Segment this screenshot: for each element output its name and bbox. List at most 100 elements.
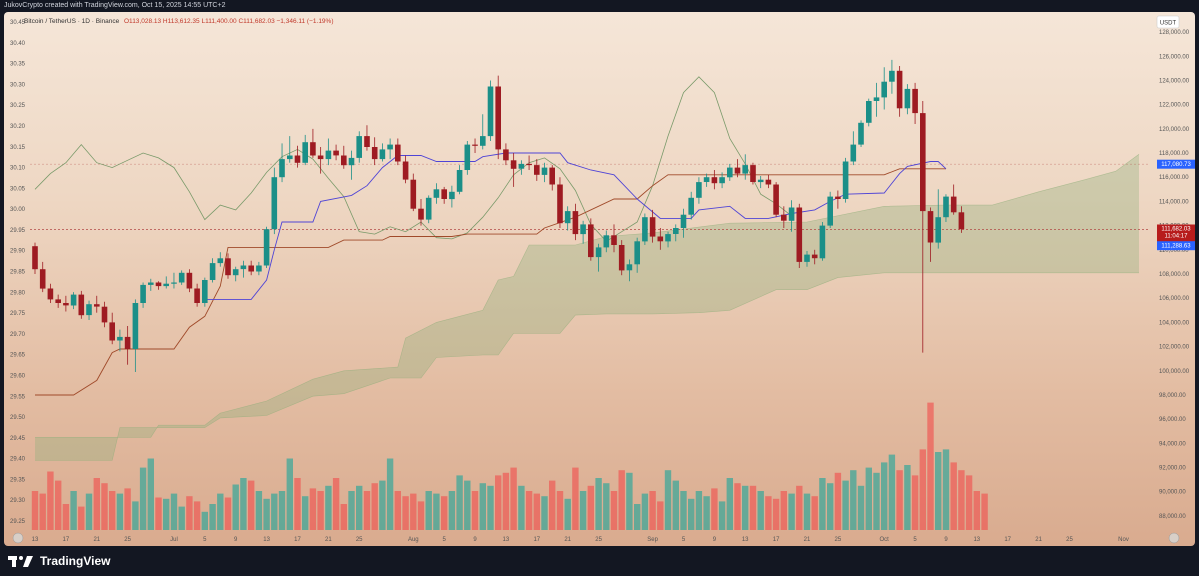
right-axis-tick: 124,000.00	[1159, 79, 1190, 85]
candle-body	[580, 224, 586, 235]
candle	[711, 170, 718, 190]
volume-bar	[603, 483, 610, 530]
candle-body	[896, 70, 903, 109]
candle-body	[178, 272, 185, 283]
volume-bar	[749, 485, 757, 530]
volume-bar	[394, 491, 401, 530]
chart-frame[interactable]: Bitcoin / TetherUS · 1D · Binance O113,0…	[4, 12, 1195, 546]
candle	[665, 231, 671, 248]
auto-scale-icon[interactable]	[1168, 532, 1180, 544]
candle	[881, 67, 887, 110]
candle-body	[148, 282, 154, 285]
volume-bar	[904, 465, 911, 530]
right-axis-tick: 102,000.00	[1159, 345, 1190, 351]
candle-body	[904, 88, 911, 109]
left-axis-tick: 29.65	[10, 353, 26, 359]
time-axis-tick: 25	[124, 537, 131, 543]
right-axis-tick: 128,000.00	[1159, 30, 1190, 36]
candle	[178, 270, 185, 285]
candle	[78, 290, 85, 319]
volume-bar	[803, 493, 811, 530]
time-axis-tick: Jul	[170, 537, 178, 543]
left-axis-tick: 29.90	[10, 249, 26, 255]
volume-bar	[657, 501, 664, 530]
candle-body	[124, 336, 131, 349]
volume-bar	[263, 498, 270, 530]
candle	[186, 269, 193, 293]
candle	[920, 101, 926, 353]
candle-body	[101, 306, 108, 323]
candle-body	[611, 235, 617, 245]
candle	[935, 189, 941, 249]
volume-bar	[255, 491, 263, 530]
candle-body	[842, 161, 849, 199]
candle-body	[688, 197, 694, 215]
candle	[325, 138, 332, 166]
candle-body	[703, 177, 710, 182]
candle-body	[32, 246, 38, 270]
candle-body	[371, 147, 378, 160]
candle	[819, 222, 826, 261]
time-axis-tick: 5	[203, 537, 207, 543]
volume-bar	[39, 493, 46, 530]
volume-bar	[224, 497, 232, 530]
candle	[788, 200, 795, 232]
currency-badge[interactable]	[1156, 15, 1180, 29]
volume-bar	[610, 491, 618, 530]
right-axis-tick: 100,000.00	[1159, 369, 1190, 375]
candle	[395, 138, 401, 166]
candle-body	[155, 282, 162, 287]
volume-bar	[124, 488, 131, 530]
right-axis-tick: 98,000.00	[1159, 393, 1186, 399]
volume-bar	[62, 504, 70, 530]
candle	[63, 295, 69, 312]
volume-bar	[811, 496, 818, 530]
candle-body	[549, 167, 555, 185]
volume-bar	[240, 478, 247, 530]
candle-body	[39, 269, 46, 289]
left-axis-tick: 29.30	[10, 498, 26, 504]
candle	[734, 159, 741, 178]
top-bar: JukovCrypto created with TradingView.com…	[0, 0, 1199, 12]
time-axis-tick: 21	[804, 537, 811, 543]
candle	[642, 213, 648, 245]
candle	[889, 59, 895, 94]
volume-bar	[618, 470, 625, 530]
volume-bar	[765, 496, 772, 530]
volume-bar	[464, 480, 471, 530]
goto-start-icon[interactable]	[12, 532, 24, 544]
candle-body	[240, 265, 247, 270]
volume-bar	[564, 498, 571, 530]
volume-bar	[93, 478, 100, 530]
left-axis-tick: 30.00	[10, 207, 26, 213]
candle-body	[464, 144, 471, 170]
candle	[410, 173, 417, 212]
candle	[449, 185, 455, 208]
candle	[32, 242, 38, 274]
left-axis-tick: 30.45	[10, 20, 26, 26]
candle-body	[711, 177, 718, 184]
candle	[209, 258, 216, 283]
candle	[804, 251, 810, 267]
right-axis-tick: 116,000.00	[1159, 175, 1189, 181]
candle	[402, 155, 409, 184]
volume-bar	[703, 496, 710, 530]
volume-bar	[232, 484, 239, 530]
volume-bar	[340, 504, 347, 530]
volume-bar	[456, 475, 463, 530]
tradingview-logo[interactable]: TradingView	[8, 554, 110, 568]
volume-bar	[935, 452, 942, 530]
volume-bar	[981, 493, 988, 530]
time-axis-tick: 5	[913, 537, 917, 543]
candle	[796, 203, 803, 268]
candle	[873, 82, 880, 117]
price-chart[interactable]: Bitcoin / TetherUS · 1D · Binance O113,0…	[4, 12, 1195, 546]
candle	[634, 237, 640, 273]
candle-body	[263, 229, 270, 266]
tenkan-value-tag	[1157, 241, 1195, 251]
candle	[480, 114, 486, 150]
volume-bar	[132, 501, 139, 530]
volume-bar	[356, 485, 363, 530]
candle	[418, 199, 424, 226]
candle	[86, 300, 92, 320]
